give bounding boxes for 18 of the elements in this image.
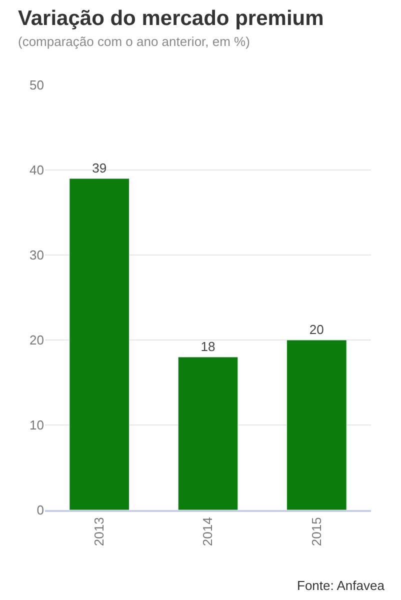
y-tick-label: 30 xyxy=(30,248,44,263)
data-label: 20 xyxy=(309,322,324,337)
data-label: 39 xyxy=(92,160,107,176)
data-label: 18 xyxy=(200,339,216,354)
y-tick-label: 20 xyxy=(30,332,44,348)
bar xyxy=(178,356,238,510)
y-tick-label: 50 xyxy=(30,78,44,93)
y-tick-label: 10 xyxy=(30,418,44,433)
y-tick-label: 0 xyxy=(36,502,44,518)
y-tick-label: 40 xyxy=(30,162,44,178)
chart-subtitle: (comparação com o ano anterior, em %) xyxy=(18,34,250,49)
x-tick-label: 2015 xyxy=(308,517,324,546)
chart-title: Variação do mercado premium xyxy=(18,7,324,30)
bar xyxy=(69,178,130,510)
bar xyxy=(286,340,347,510)
x-tick-label: 2013 xyxy=(92,517,107,546)
x-tick-label: 2014 xyxy=(200,517,216,546)
source-note: Fonte: Anfavea xyxy=(297,578,386,593)
